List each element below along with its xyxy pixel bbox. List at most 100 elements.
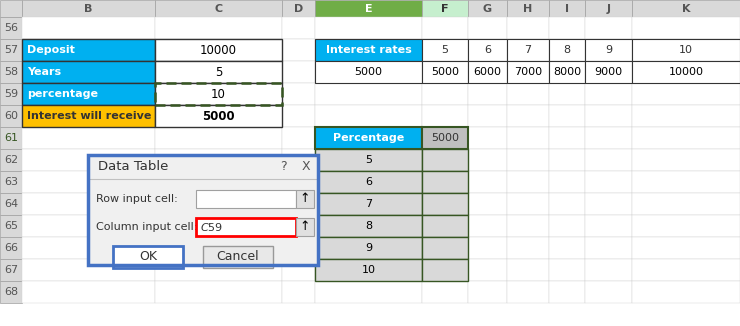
Bar [155,149,282,171]
Bar [155,105,282,127]
Text: ↑: ↑ [300,192,310,205]
Bar [203,246,273,268]
Text: I: I [565,4,569,13]
Text: 5: 5 [442,45,448,55]
Bar [296,190,314,208]
Bar [22,39,155,61]
Bar [632,171,740,193]
Bar [468,39,507,61]
Bar [549,61,585,83]
Bar [0,39,22,61]
Text: 5000: 5000 [431,133,459,143]
Bar [315,171,422,193]
Bar [113,246,183,268]
Text: 10: 10 [211,87,226,100]
Bar [315,193,422,215]
Bar [632,0,740,17]
Text: 67: 67 [4,265,18,275]
Bar [507,259,549,281]
Bar [88,155,318,179]
Bar [315,193,422,215]
Bar [315,215,422,237]
Text: 63: 63 [4,177,18,187]
Bar [632,83,740,105]
Bar [507,237,549,259]
Bar [507,171,549,193]
Text: 57: 57 [4,45,18,55]
Bar [22,61,155,83]
Bar [507,39,549,61]
Bar [468,237,507,259]
Bar [155,83,282,105]
Bar [549,193,585,215]
Bar [422,281,468,303]
Bar [22,61,155,83]
Bar [0,61,22,83]
Bar [549,215,585,237]
Bar [585,259,632,281]
Bar [315,237,422,259]
Bar [632,127,740,149]
Text: 58: 58 [4,67,18,77]
Bar [422,149,468,171]
Text: 6: 6 [365,177,372,187]
Bar [632,17,740,39]
Bar [585,281,632,303]
Text: X: X [302,160,310,173]
Bar [0,281,22,303]
Bar [549,149,585,171]
Bar [88,155,318,265]
Bar [632,215,740,237]
Bar [585,83,632,105]
Bar [196,218,296,236]
Bar [549,237,585,259]
Bar [0,17,22,39]
Bar [0,171,22,193]
Bar [315,149,422,171]
Text: 56: 56 [4,23,18,33]
Bar [22,0,155,17]
Bar [549,0,585,17]
Bar [315,17,422,39]
Text: 8: 8 [365,221,372,231]
Text: 9000: 9000 [594,67,622,77]
Bar [468,171,507,193]
Text: 10: 10 [679,45,693,55]
Bar [507,83,549,105]
Bar [549,39,585,61]
Bar [422,149,468,171]
Bar [585,171,632,193]
Text: D: D [294,4,303,13]
Text: 6: 6 [484,45,491,55]
Bar [155,61,282,83]
Bar [0,259,22,281]
Bar [422,237,468,259]
Bar [0,83,22,105]
Text: H: H [523,4,533,13]
Text: Column input cell:: Column input cell: [96,222,198,232]
Bar [315,83,422,105]
Text: OK: OK [139,250,157,263]
Bar [155,39,282,61]
Bar [282,0,315,17]
Bar [632,61,740,83]
Bar [468,0,507,17]
Bar [507,149,549,171]
Bar [315,39,422,61]
Bar [422,259,468,281]
Bar [315,281,422,303]
Text: G: G [483,4,492,13]
Bar [0,127,22,149]
Bar [155,105,282,127]
Text: 68: 68 [4,287,18,297]
Bar [282,149,315,171]
Bar [507,17,549,39]
Bar [0,0,22,17]
Text: 66: 66 [4,243,18,253]
Text: 5: 5 [365,155,372,165]
Bar [422,127,468,149]
Bar [422,215,468,237]
Text: Deposit: Deposit [27,45,75,55]
Bar [155,127,282,149]
Bar [422,237,468,259]
